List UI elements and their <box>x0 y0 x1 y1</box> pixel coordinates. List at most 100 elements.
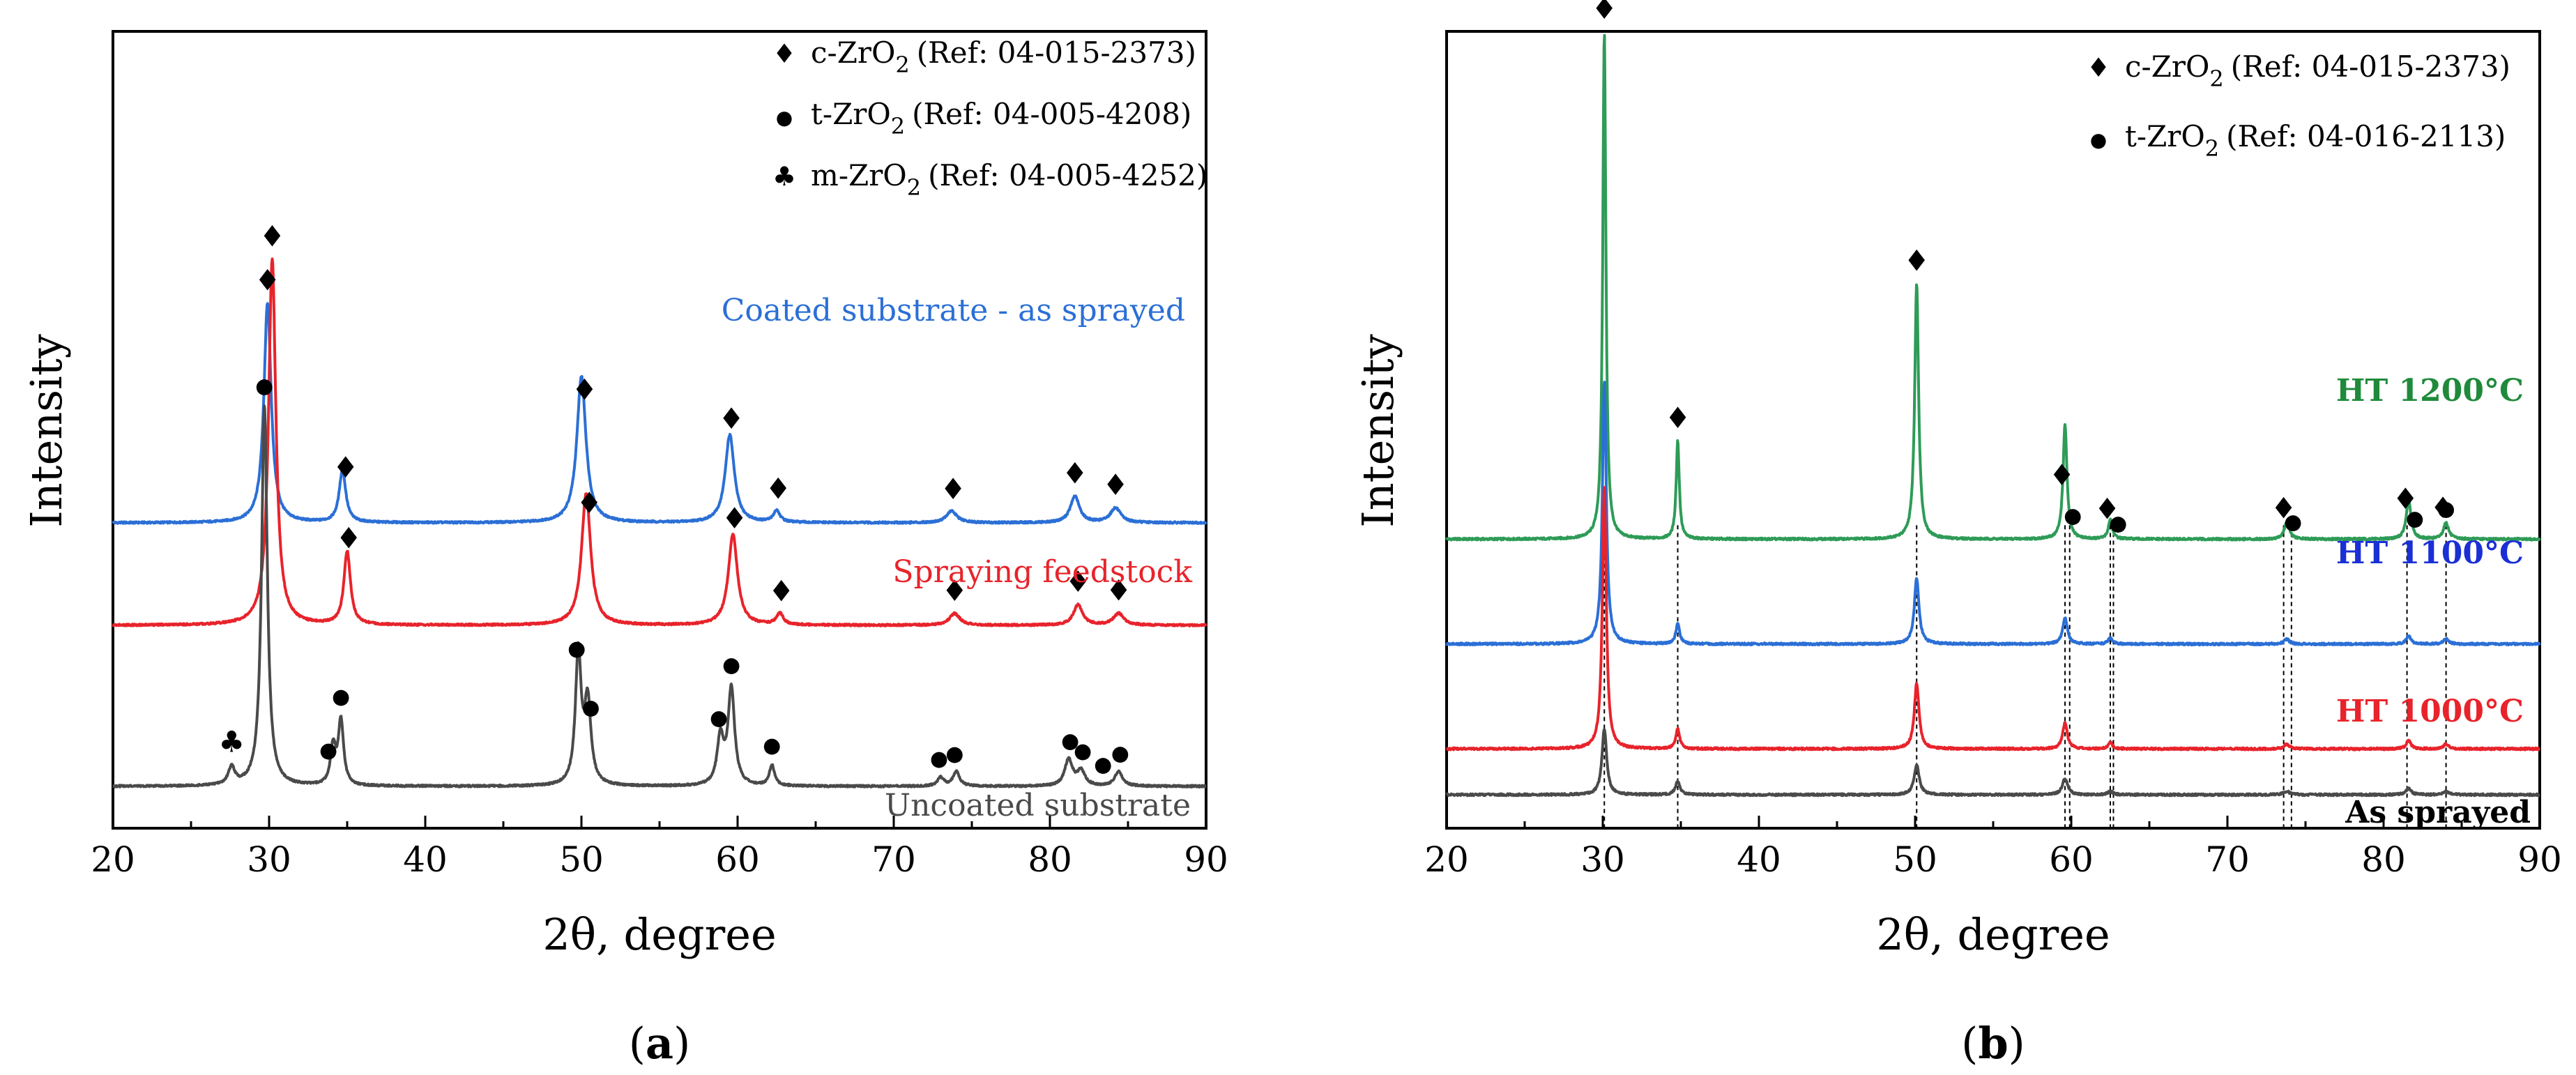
peak-marker-uncoated-substrate-5: ● <box>581 696 600 720</box>
peak-marker-spraying-feedstock-4: ♦ <box>768 574 795 609</box>
series-label-ht-1100-c: HT 1100°C <box>2336 535 2524 571</box>
peak-marker-ht-1200-c-4: ● <box>2064 504 2082 528</box>
series-line-ht-1100-c <box>1445 381 2541 647</box>
peak-marker-uncoated-substrate-11: ● <box>1061 729 1079 753</box>
legend-name: t-ZrO <box>811 97 891 131</box>
legend-entry-t-zro2: t-ZrO2 (Ref: 04-016-2113) <box>2125 119 2506 162</box>
panel-b-label: (b) <box>1961 1018 2025 1069</box>
legend-marker-0: ♦ <box>772 38 796 69</box>
peak-marker-ht-1200-c-12: ● <box>2437 497 2455 521</box>
panel-a-chart: 20 30 40 50 60 70 80 90 ♦♦♦♦♦ ♦ ♦ ♦♦♦♦ ♦♦ ♦ ♦ ♦♣●●●●● ●… <box>21 30 1228 1069</box>
peak-marker-uncoated-substrate-13: ● <box>1094 753 1112 777</box>
series-label-coated-substrate-as-sprayed: Coated substrate - as sprayed <box>722 293 1185 328</box>
legend-subscript: 2 <box>891 113 905 139</box>
peak-marker-ht-1200-c-10: ● <box>2406 507 2424 531</box>
peak-marker-ht-1200-c-3: ♦ <box>2049 458 2075 492</box>
legend-ref: (Ref: 04-005-4208) <box>912 97 1191 131</box>
series-label-spraying-feedstock: Spraying feedstock <box>892 554 1192 590</box>
peak-marker-uncoated-substrate-14: ● <box>1111 741 1129 765</box>
peak-marker-uncoated-substrate-8: ● <box>763 733 781 758</box>
legend-subscript: 2 <box>2209 66 2223 92</box>
x-tick-label-60: 60 <box>2049 839 2094 880</box>
peak-marker-spraying-feedstock-3: ♦ <box>722 501 748 535</box>
panel-b-letter: b <box>1978 1018 2008 1069</box>
x-tick-label-80: 80 <box>2361 839 2406 880</box>
x-tick-label-30: 30 <box>247 839 291 880</box>
peak-marker-ht-1200-c-9: ♦ <box>2393 482 2419 516</box>
series-line-ht-1000-c <box>1445 486 2541 752</box>
peak-marker-spraying-feedstock-6: ♦ <box>1065 565 1091 599</box>
panel-a-y-axis-title: Intensity <box>21 334 72 528</box>
legend-ref: (Ref: 04-005-4252) <box>928 158 1207 192</box>
series-line-coated-substrate-as-sprayed <box>112 302 1207 525</box>
legend-entry-c-zro2: c-ZrO2 (Ref: 04-015-2373) <box>2125 49 2510 92</box>
legend-marker-1: ● <box>776 106 793 129</box>
peak-marker-uncoated-substrate-6: ● <box>710 706 728 730</box>
legend-name: c-ZrO <box>811 36 895 70</box>
series-line-spraying-feedstock <box>112 257 1207 627</box>
x-tick-label-90: 90 <box>1184 839 1228 880</box>
panel-a-letter: a <box>646 1018 673 1069</box>
peak-marker-coated-substrate-as-sprayed-2: ♦ <box>572 372 598 406</box>
peak-marker-spraying-feedstock-2: ♦ <box>576 486 602 520</box>
peak-marker-ht-1200-c-6: ● <box>2109 512 2127 536</box>
panel-a-series-labels: Coated substrate - as sprayed Spraying fe… <box>722 293 1193 823</box>
series-line-ht-1200-c <box>1445 33 2541 542</box>
x-tick-label-50: 50 <box>1893 839 1937 880</box>
peak-marker-ht-1200-c-5: ♦ <box>2094 492 2121 526</box>
legend-name: m-ZrO <box>811 158 907 192</box>
panel-b-series-labels: HT 1200°C HT 1100°C HT 1000°C As sprayed <box>2336 373 2531 830</box>
x-tick-label-70: 70 <box>2205 839 2250 880</box>
peak-marker-ht-1200-c-7: ♦ <box>2271 491 2297 526</box>
x-tick-label-30: 30 <box>1580 839 1625 880</box>
series-label-uncoated-substrate: Uncoated substrate <box>885 788 1191 823</box>
peak-marker-ht-1200-c-2: ♦ <box>1903 244 1930 278</box>
peak-marker-uncoated-substrate-7: ● <box>722 653 740 677</box>
peak-marker-coated-substrate-as-sprayed-0: ♦ <box>254 264 281 298</box>
peak-marker-ht-1200-c-0: ♦ <box>1591 0 1617 26</box>
peak-marker-ht-1200-c-11: ♦ <box>2430 491 2456 525</box>
series-label-ht-1200-c: HT 1200°C <box>2336 373 2524 409</box>
peak-marker-ht-1200-c-8: ● <box>2284 510 2302 535</box>
x-tick-label-40: 40 <box>1737 839 1781 880</box>
peak-marker-uncoated-substrate-1: ● <box>255 374 273 398</box>
x-tick-label-60: 60 <box>715 839 760 880</box>
series-line-uncoated-substrate <box>112 404 1207 788</box>
series-label-ht-1000-c: HT 1000°C <box>2336 694 2524 729</box>
peak-marker-uncoated-substrate-0: ♣ <box>218 725 245 759</box>
peak-marker-spraying-feedstock-5: ♦ <box>942 574 968 608</box>
peak-marker-spraying-feedstock-1: ♦ <box>335 521 362 556</box>
panel-b-peak-markers: ♦♦♦♦● ♦● ♦●♦● ♦● <box>1591 0 2456 536</box>
x-tick-label-70: 70 <box>871 839 916 880</box>
peak-marker-coated-substrate-as-sprayed-6: ♦ <box>1062 457 1088 491</box>
peak-marker-spraying-feedstock-0: ♦ <box>259 220 286 254</box>
legend-ref: (Ref: 04-016-2113) <box>2226 119 2506 153</box>
peak-marker-uncoated-substrate-2: ● <box>319 738 337 763</box>
legend-ref: (Ref: 04-015-2373) <box>917 36 1196 70</box>
legend-subscript: 2 <box>2205 135 2219 162</box>
legend-subscript: 2 <box>907 174 921 201</box>
panel-a-series-group <box>112 257 1207 788</box>
panel-a-legend: ♦ c-ZrO2 (Ref: 04-015-2373)● t-ZrO2 (Ref: 04… <box>772 36 1207 201</box>
legend-entry-m-zro2: m-ZrO2 (Ref: 04-005-4252) <box>811 158 1207 201</box>
panel-a-x-axis-title: 2θ, degree <box>542 909 776 960</box>
panel-b-x-axis-title: 2θ, degree <box>1876 909 2110 960</box>
panel-a-peak-markers: ♦♦♦♦♦ ♦ ♦ ♦♦♦♦ ♦♦ ♦ ♦ ♦♣●●●●● ●●●●●●●●● <box>218 220 1131 777</box>
peak-marker-uncoated-substrate-10: ● <box>945 742 963 766</box>
x-tick-label-20: 20 <box>91 839 135 880</box>
x-tick-label-20: 20 <box>1424 839 1469 880</box>
series-line-as-sprayed <box>1445 728 2541 798</box>
panel-b-series-group <box>1445 33 2541 798</box>
peak-marker-coated-substrate-as-sprayed-7: ♦ <box>1102 468 1129 502</box>
legend-name: c-ZrO <box>2125 49 2209 84</box>
peak-marker-uncoated-substrate-12: ● <box>1074 739 1092 763</box>
peak-marker-uncoated-substrate-4: ● <box>567 636 586 661</box>
legend-entry-t-zro2: t-ZrO2 (Ref: 04-005-4208) <box>811 97 1191 139</box>
panel-a-x-axis: 20 30 40 50 60 70 80 90 <box>91 816 1228 880</box>
peak-marker-spraying-feedstock-7: ♦ <box>1106 574 1132 608</box>
peak-marker-coated-substrate-as-sprayed-5: ♦ <box>940 472 966 506</box>
x-tick-label-50: 50 <box>559 839 604 880</box>
legend-marker-1: ● <box>2090 128 2107 151</box>
panel-b-legend: ♦ c-ZrO2 (Ref: 04-015-2373)● t-ZrO2 (Ref: 04… <box>2087 49 2510 162</box>
